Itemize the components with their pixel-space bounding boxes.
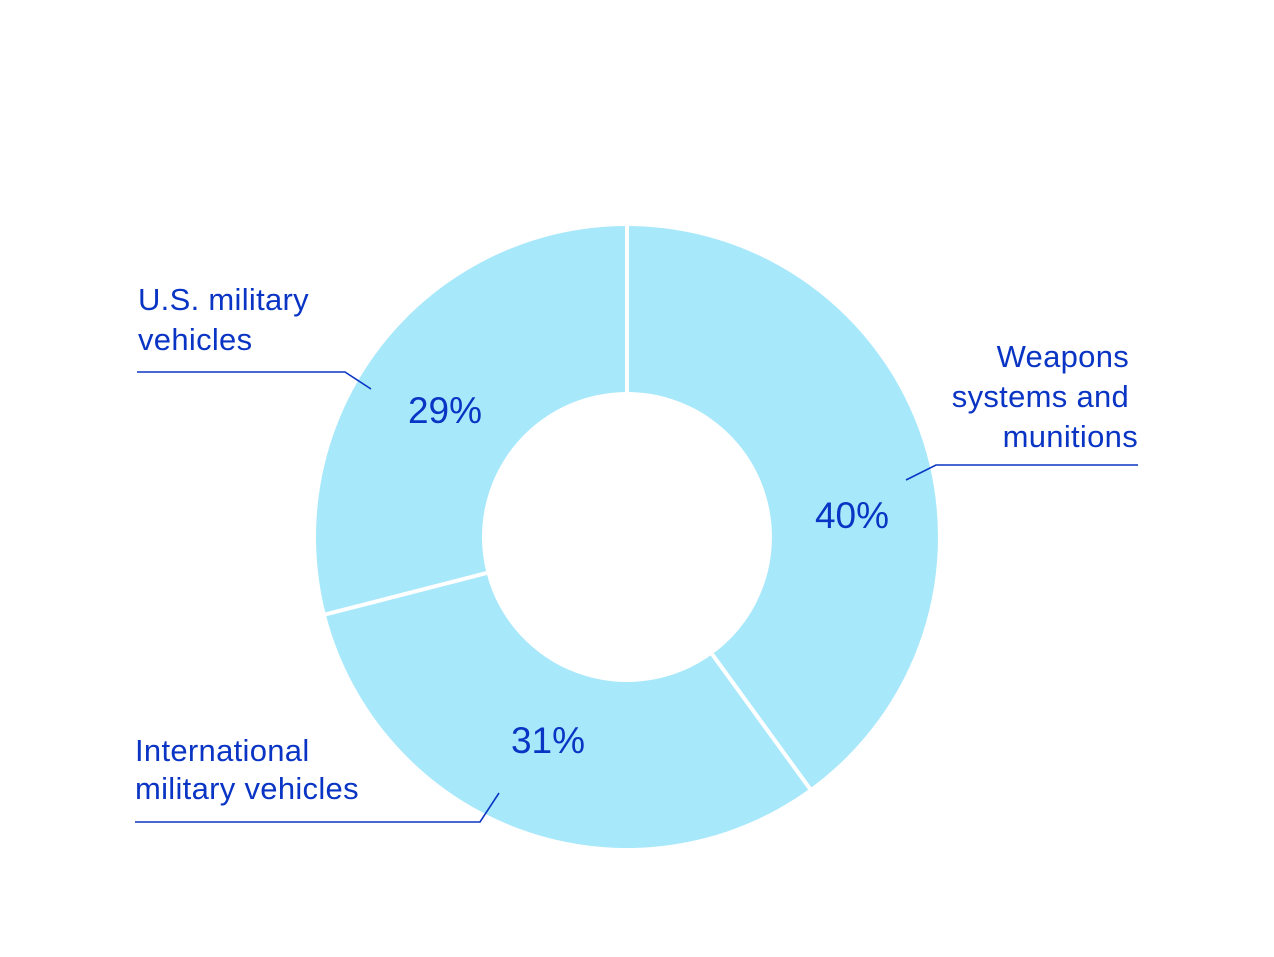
donut-slice-us-vehicles <box>315 225 627 615</box>
donut-slice-weapons-systems <box>627 226 938 789</box>
callout-weapons-systems: Weapons systems and munitions 40% <box>815 339 1138 536</box>
category-label-line: vehicles <box>138 322 252 357</box>
slice-separator <box>323 570 489 617</box>
leader-line-international-vehicles <box>135 792 500 823</box>
category-label-international-vehicles: International military vehicles <box>135 733 359 806</box>
category-label-line: Weapons <box>997 339 1130 374</box>
value-label-weapons-systems: 40% <box>815 495 889 536</box>
category-label-line: military vehicles <box>135 771 359 806</box>
category-label-line: International <box>135 733 310 768</box>
category-label-line: munitions <box>1003 419 1138 454</box>
leader-line-us-vehicles <box>137 371 372 390</box>
slice-separators <box>323 224 813 792</box>
donut-slice-international-vehicles <box>325 573 810 848</box>
callout-us-vehicles: U.S. military vehicles 29% <box>137 282 482 431</box>
category-label-weapons-systems: Weapons systems and munitions <box>952 339 1138 454</box>
value-label-international-vehicles: 31% <box>511 720 585 761</box>
value-label-us-vehicles: 29% <box>408 390 482 431</box>
callout-international-vehicles: International military vehicles 31% <box>135 720 585 823</box>
category-label-line: systems and <box>952 379 1129 414</box>
category-label-line: U.S. military <box>138 282 309 317</box>
slice-separator <box>709 651 813 792</box>
leader-line-weapons-systems <box>905 464 1138 481</box>
donut-slices <box>315 225 938 848</box>
category-label-us-vehicles: U.S. military vehicles <box>138 282 318 357</box>
